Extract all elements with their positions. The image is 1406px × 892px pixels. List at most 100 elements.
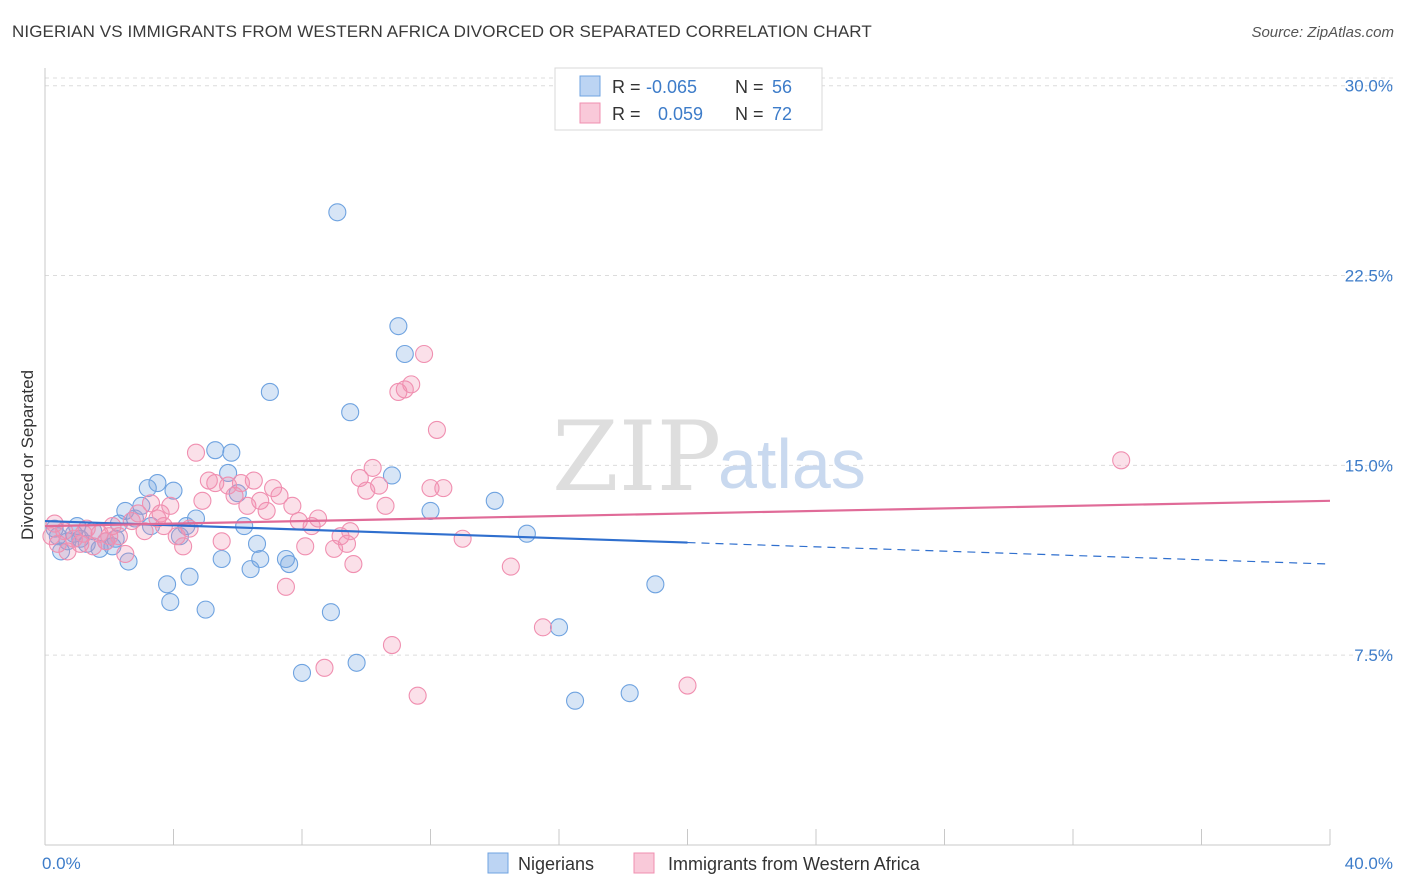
point-nigerians [321, 603, 340, 622]
point-nigerians [341, 403, 360, 422]
point-immigrants [296, 537, 315, 556]
point-immigrants [45, 514, 64, 533]
point-immigrants [74, 524, 93, 543]
legend-swatch-immigrants [579, 102, 601, 124]
point-nigerians [280, 555, 299, 574]
point-immigrants [276, 577, 295, 596]
point-immigrants [186, 443, 206, 462]
point-nigerians [164, 481, 183, 500]
legend-r-label: R = [612, 77, 641, 97]
point-nigerians [389, 317, 408, 336]
point-nigerians [247, 534, 267, 553]
point-immigrants [244, 471, 263, 490]
point-immigrants [103, 517, 122, 536]
legend-label-immigrants: Immigrants from Western Africa [668, 854, 921, 874]
legend-top: R = -0.065 N = 56 R = 0.059 N = 72 [554, 67, 823, 131]
point-nigerians [517, 524, 536, 543]
point-immigrants [427, 420, 446, 439]
point-immigrants [109, 527, 128, 546]
point-immigrants [382, 636, 402, 655]
y-tick-label: 22.5% [1345, 267, 1393, 286]
point-immigrants [257, 501, 276, 520]
point-immigrants [174, 537, 193, 556]
point-immigrants [402, 375, 421, 394]
point-immigrants [264, 479, 283, 498]
y-tick-label: 30.0% [1345, 77, 1393, 96]
point-immigrants [533, 618, 552, 637]
point-nigerians [235, 517, 254, 536]
point-nigerians [347, 653, 366, 672]
point-immigrants [415, 344, 434, 364]
point-immigrants [344, 555, 363, 574]
point-immigrants [315, 658, 334, 677]
point-nigerians [485, 491, 504, 510]
source-label: Source: ZipAtlas.com [1251, 24, 1394, 41]
point-immigrants [309, 509, 328, 528]
point-nigerians [251, 549, 270, 569]
trend-line-immigrants [44, 499, 1331, 528]
point-nigerians [646, 575, 665, 594]
point-nigerians [148, 474, 167, 493]
point-immigrants [453, 529, 472, 548]
point-nigerians [566, 691, 585, 710]
point-nigerians [276, 549, 295, 569]
point-nigerians [180, 567, 199, 586]
point-immigrants [129, 504, 148, 523]
legend-swatch-nigerians [579, 75, 601, 97]
point-immigrants [376, 496, 395, 515]
point-nigerians [161, 592, 180, 612]
point-immigrants [100, 527, 119, 546]
legend-r-value: 0.059 [658, 104, 703, 124]
x-tick-label: 40.0% [1345, 854, 1393, 873]
point-immigrants [363, 458, 382, 477]
point-nigerians [549, 618, 569, 637]
axes: 7.5% 15.0% 22.5% 30.0% 0.0% 40.0% [42, 68, 1393, 873]
watermark-atlas: atlas [718, 425, 866, 503]
point-nigerians [421, 501, 440, 520]
watermark: ZIP atlas [552, 401, 866, 513]
point-immigrants [193, 491, 212, 510]
point-nigerians [206, 441, 225, 460]
point-immigrants [678, 676, 697, 695]
legend-swatch-nigerians [487, 852, 509, 874]
trend-line-nigerians-dashed [687, 541, 1331, 565]
point-immigrants [270, 486, 289, 505]
point-immigrants [283, 496, 302, 515]
point-immigrants [151, 504, 170, 523]
y-tick-label: 7.5% [1354, 646, 1393, 665]
x-tick-label: 0.0% [42, 854, 81, 873]
point-nigerians [196, 600, 215, 619]
legend-n-label: N = [735, 77, 764, 97]
point-nigerians [328, 203, 347, 222]
point-nigerians [212, 549, 231, 569]
legend-n-value: 72 [772, 104, 792, 124]
point-nigerians [228, 484, 247, 503]
y-axis-label: Divorced or Separated [18, 370, 37, 540]
trend-lines [44, 499, 1331, 565]
point-immigrants [1112, 451, 1131, 470]
point-immigrants [370, 476, 389, 495]
legend-bottom: Nigerians Immigrants from Western Africa [487, 852, 921, 874]
point-immigrants [421, 479, 440, 498]
chart-title: NIGERIAN VS IMMIGRANTS FROM WESTERN AFRI… [12, 22, 872, 41]
point-nigerians [219, 463, 238, 483]
legend-r-value: -0.065 [646, 77, 697, 97]
point-nigerians [158, 575, 177, 594]
point-immigrants [116, 544, 135, 563]
y-tick-label: 15.0% [1345, 456, 1393, 475]
legend-r-label: R = [612, 104, 641, 124]
point-immigrants [434, 479, 453, 498]
point-immigrants [212, 532, 231, 551]
point-immigrants [161, 496, 180, 515]
point-nigerians [395, 344, 414, 364]
legend-n-value: 56 [772, 77, 792, 97]
point-immigrants [251, 491, 270, 510]
legend-swatch-immigrants [633, 852, 655, 874]
point-nigerians [222, 443, 241, 462]
point-nigerians [620, 684, 639, 703]
point-immigrants [408, 686, 427, 705]
watermark-zip: ZIP [552, 401, 721, 513]
legend-label-nigerians: Nigerians [518, 854, 594, 874]
point-nigerians [260, 382, 279, 402]
